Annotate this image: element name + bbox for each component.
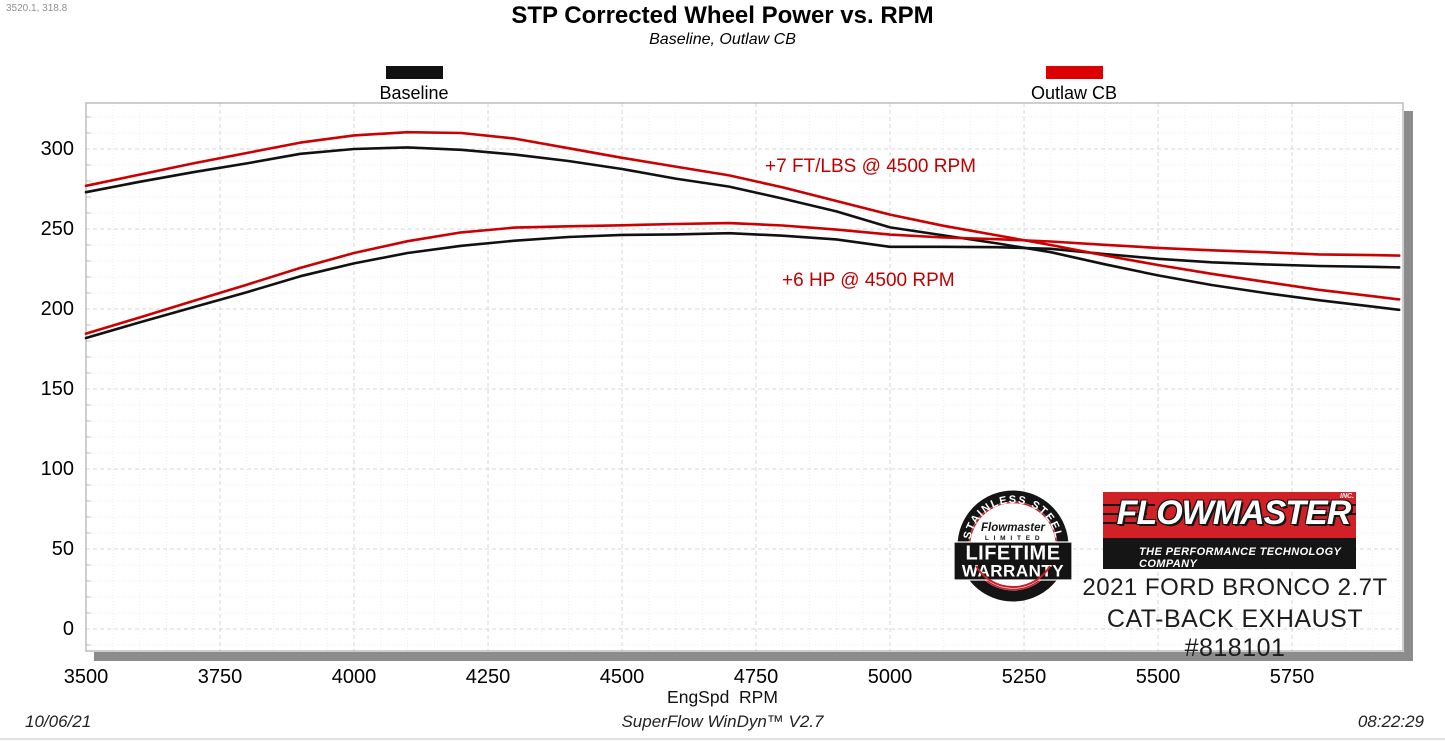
logo-red-band: FLOWMASTER INC. — [1103, 492, 1356, 538]
vehicle-model-text: 2021 FORD BRONCO 2.7T — [1082, 574, 1388, 601]
badge-lifetime-text: LIFETIME — [965, 543, 1060, 565]
cursor-coordinates-readout: 3520.1, 318.8 — [6, 3, 68, 14]
curve-baseline-power-hp — [84, 231, 1401, 340]
logo-pinstripe — [1336, 513, 1356, 515]
vehicle-description: 2021 FORD BRONCO 2.7T CAT-BACK EXHAUST #… — [1060, 574, 1410, 663]
badge-banner — [954, 541, 1072, 581]
logo-pinstripe — [1330, 504, 1356, 506]
logo-pinstripe — [1103, 522, 1139, 524]
footer-date: 10/06/21 — [25, 712, 92, 731]
logo-inc-text: INC. — [1340, 493, 1354, 500]
baseline-color-swatch — [385, 66, 443, 79]
badge-limited-text: L I M I T E D — [985, 535, 1041, 542]
exhaust-part-number-text: CAT-BACK EXHAUST #818101 — [1106, 605, 1364, 662]
flowmaster-logo: FLOWMASTER INC. THE PERFORMANCE TECHNOLO… — [1103, 492, 1356, 570]
badge-flowmaster-script: Flowmaster — [981, 522, 1045, 534]
badge-bottom-red-arc — [975, 565, 1051, 589]
legend-item-baseline: Baseline — [344, 66, 484, 104]
logo-tagline: THE PERFORMANCE TECHNOLOGY COMPANY — [1139, 546, 1342, 570]
legend-item-outlaw-cb: Outlaw CB — [1004, 66, 1144, 104]
curve-outlaw-cb-torque-ft-lbs — [84, 130, 1401, 301]
x-axis-title: EngSpd RPM — [667, 687, 778, 707]
logo-pinstripe — [1103, 504, 1155, 506]
page-title: STP Corrected Wheel Power vs. RPM — [511, 2, 934, 29]
hp-gain-annotation: +6 HP @ 4500 RPM — [782, 270, 955, 291]
plot-shadow-right — [1404, 111, 1413, 661]
lifetime-warranty-badge: STAINLESS STEEL Flowmaster L I M I T E D… — [954, 490, 1072, 602]
legend-label: Outlaw CB — [1030, 83, 1118, 103]
logo-pinstripe — [1103, 513, 1147, 515]
curve-outlaw-cb-power-hp — [84, 221, 1401, 335]
curve-baseline-torque-ft-lbs — [84, 146, 1401, 312]
legend-label: Baseline — [379, 83, 449, 103]
footer-time: 08:22:29 — [1357, 712, 1424, 731]
footer-software-name: SuperFlow WinDyn™ V2.7 — [621, 712, 824, 731]
torque-gain-annotation: +7 FT/LBS @ 4500 RPM — [765, 156, 976, 177]
logo-wordmark: FLOWMASTER — [1116, 494, 1352, 532]
badge-warranty-text: WARRANTY — [962, 562, 1064, 581]
plot-shadow-bottom — [94, 652, 1412, 661]
outlaw-cb-color-swatch — [1045, 66, 1103, 79]
page-subtitle: Baseline, Outlaw CB — [649, 31, 796, 48]
window-bottom-edge — [0, 738, 1445, 740]
logo-black-band: THE PERFORMANCE TECHNOLOGY COMPANY — [1103, 538, 1356, 570]
plot-frame — [85, 102, 1404, 652]
